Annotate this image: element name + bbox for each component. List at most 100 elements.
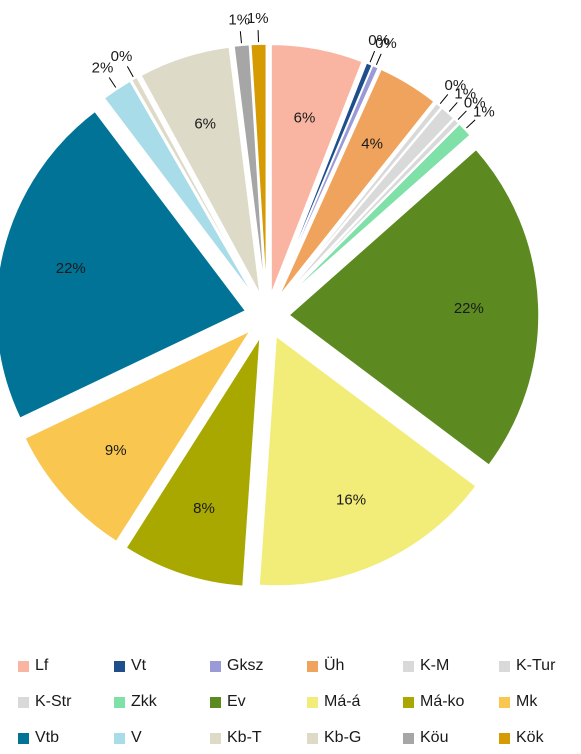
leader-line-Köu [239,31,242,44]
leader-line-K-Str [457,110,467,120]
legend-item-Kb-T: Kb-T [210,728,262,748]
legend-item-Má-ko: Má-ko [403,692,464,712]
legend-label: Kb-G [324,729,362,746]
legend-swatch [307,696,318,708]
data-label-K-Tur: 1% [454,86,476,103]
leader-line-Kb-T [126,66,134,78]
pie-slice-Kök [249,43,268,295]
pie-slice-K-M [280,102,443,300]
legend-label: Zkk [131,693,157,710]
chart-legend: Lf Vt Gksz Üh K-M K-Tur K-Str Zkk Ev Má-á Má-ko Mk V… [0,648,581,754]
legend-swatch [403,732,414,744]
legend-item-Má-á: Má-á [307,692,360,712]
pie-slice-Má-ko [125,336,261,588]
legend-label: Vtb [35,729,60,746]
legend-swatch [499,696,510,708]
legend-swatch [18,660,29,672]
legend-label: K-M [420,657,450,674]
legend-label: Kök [516,729,544,746]
legend-swatch [499,732,510,744]
legend-label: Lf [35,657,49,674]
legend-item-Üh: Üh [307,656,344,676]
pie-slice-Kb-G [139,46,262,296]
legend-swatch [18,732,29,744]
pie-slice-Üh [277,68,436,298]
pie-slice-Zkk [282,122,472,302]
legend-item-Kök: Kök [499,728,544,748]
legend-item-Köu: Köu [403,728,448,748]
legend-item-Kb-G: Kb-G [307,728,361,748]
data-label-Lf: 6% [294,110,316,127]
legend-label: Má-á [324,693,361,710]
leader-line-K-M [439,94,449,105]
legend-swatch [114,660,125,672]
data-label-Mk: 9% [105,442,127,459]
legend-label: Üh [324,657,345,674]
leader-line-V [108,77,117,88]
legend-swatch [114,696,125,708]
leader-line-Gksz [375,53,382,65]
pie-slice-K-Str [281,117,460,301]
data-label-Üh: 4% [361,136,383,153]
data-label-Vtb: 22% [56,260,86,277]
legend-item-K-Str: K-Str [18,692,71,712]
pie-slice-Vtb [0,110,247,420]
legend-label: Köu [420,729,449,746]
pie-slice-Lf [270,43,364,295]
pie-slice-Ev [287,148,540,467]
legend-item-Lf: Lf [18,656,48,676]
legend-item-Gksz: Gksz [210,656,263,676]
legend-swatch [210,660,221,672]
legend-item-K-M: K-M [403,656,449,676]
data-label-Vt: 0% [368,32,390,49]
data-label-Kök: 1% [247,10,269,27]
legend-label: Mk [516,693,538,710]
data-label-Gksz: 0% [375,35,397,52]
legend-label: K-Tur [516,657,556,674]
data-label-Zkk: 1% [473,104,495,121]
data-label-Ev: 22% [454,300,484,317]
legend-item-Vtb: Vtb [18,728,59,748]
legend-item-Zkk: Zkk [114,692,157,712]
data-label-Kb-G: 6% [194,116,216,133]
data-label-Má-á: 16% [336,492,366,509]
legend-swatch [18,696,29,708]
leader-line-Vt [369,50,376,63]
data-label-Kb-T: 0% [111,48,133,65]
data-label-K-M: 0% [445,77,467,94]
legend-label: Ev [227,693,246,710]
legend-item-Mk: Mk [499,692,537,712]
pie-slice-Gksz [275,64,380,297]
legend-item-Ev: Ev [210,692,246,712]
legend-item-Vt: Vt [114,656,146,676]
pie-slice-V [103,79,256,299]
legend-swatch [403,660,414,672]
pie-chart: 6%0%0%4%0%1%0%1%22%16%8%9%22%2%0%6%1%1% [0,10,540,588]
legend-swatch [210,696,221,708]
legend-swatch [210,732,221,744]
legend-label: Kb-T [227,729,262,746]
legend-label: Má-ko [420,693,465,710]
data-label-Köu: 1% [228,11,250,28]
legend-swatch [499,660,510,672]
data-label-Má-ko: 8% [193,500,215,517]
data-label-V: 2% [92,60,114,77]
pie-slice-Kb-T [130,76,257,298]
legend-swatch [307,660,318,672]
legend-item-K-Tur: K-Tur [499,656,555,676]
legend-label: K-Str [35,693,72,710]
legend-label: Vt [131,657,147,674]
legend-label: V [131,729,142,746]
pie-slice-Mk [23,328,253,543]
legend-item-V: V [114,728,142,748]
legend-swatch [403,696,414,708]
leader-line-K-Tur [448,102,458,112]
leader-line-Zkk [466,119,476,129]
pie-slice-Má-á [258,334,478,587]
pie-slice-K-Tur [281,106,455,301]
legend-swatch [114,732,125,744]
legend-swatch [307,732,318,744]
legend-label: Gksz [227,657,264,674]
pie-slice-Köu [233,43,266,295]
data-label-K-Str: 0% [464,94,486,111]
